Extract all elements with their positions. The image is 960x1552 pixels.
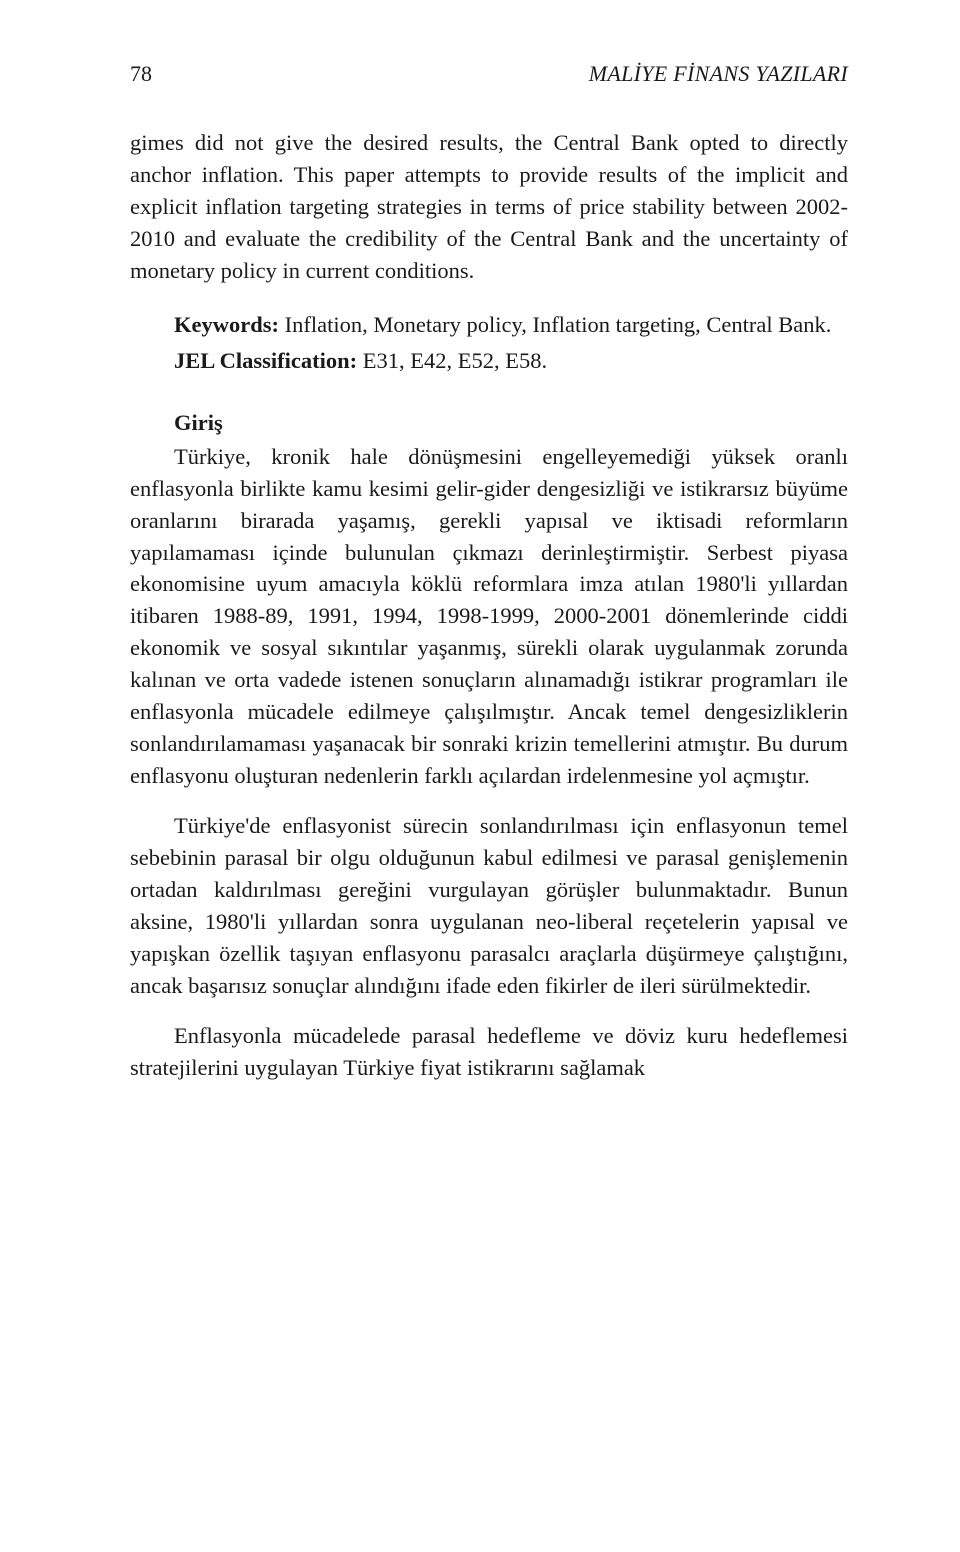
paragraph-1: Türkiye, kronik hale dönüşmesini engelle… [130, 441, 848, 792]
jel-label: JEL Classification: [174, 348, 357, 373]
keywords-line: Keywords: Inflation, Monetary policy, In… [130, 309, 848, 341]
paragraph-3: Enflasyonla mücadelede parasal hedefleme… [130, 1020, 848, 1084]
keywords-label: Keywords: [174, 312, 279, 337]
jel-line: JEL Classification: E31, E42, E52, E58. [130, 345, 848, 377]
running-header: 78 MALİYE FİNANS YAZILARI [130, 58, 848, 89]
abstract-fragment: gimes did not give the desired results, … [130, 127, 848, 287]
keywords-text: Inflation, Monetary policy, Inflation ta… [279, 312, 831, 337]
document-page: 78 MALİYE FİNANS YAZILARI gimes did not … [0, 0, 960, 1552]
page-number: 78 [130, 58, 152, 89]
section-heading-giris: Giriş [130, 407, 848, 439]
journal-title: MALİYE FİNANS YAZILARI [589, 58, 848, 89]
jel-text: E31, E42, E52, E58. [357, 348, 547, 373]
paragraph-2: Türkiye'de enflasyonist sürecin sonlandı… [130, 810, 848, 1002]
